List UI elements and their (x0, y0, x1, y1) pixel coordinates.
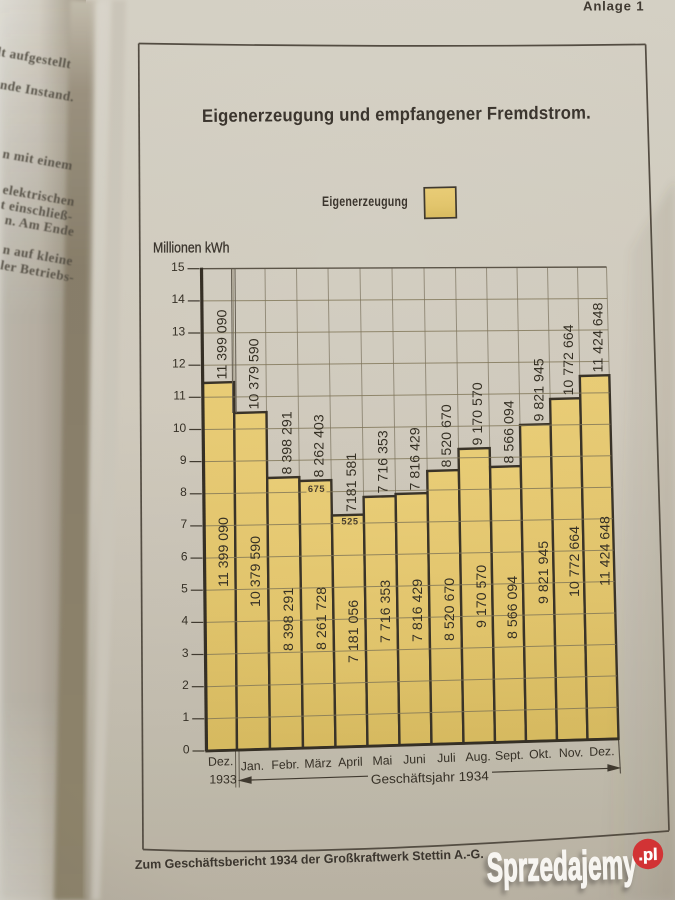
svg-text:Sprzedajemy: Sprzedajemy (483, 845, 635, 894)
svg-text:Sprzedajemy: Sprzedajemy (486, 841, 637, 890)
svg-text:.pl: .pl (638, 846, 658, 864)
